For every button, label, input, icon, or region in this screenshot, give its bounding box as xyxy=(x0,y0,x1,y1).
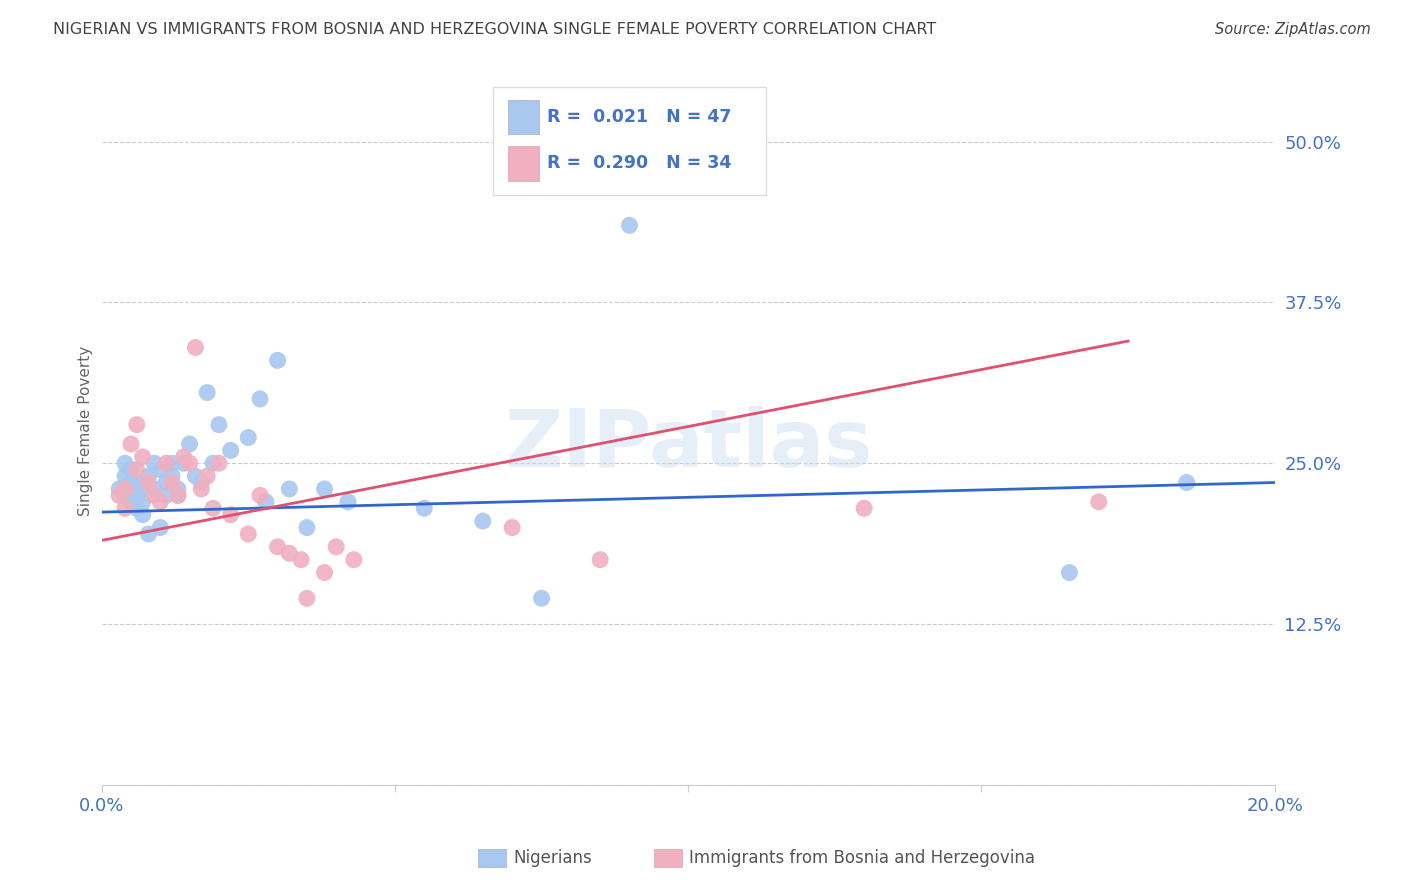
Point xyxy=(131,495,153,509)
Point xyxy=(219,508,242,522)
Point xyxy=(125,417,148,432)
Point xyxy=(619,219,641,233)
Point xyxy=(266,353,288,368)
Point xyxy=(278,482,301,496)
Point xyxy=(1087,495,1109,509)
Point xyxy=(208,417,231,432)
Point xyxy=(295,591,318,606)
Point xyxy=(120,495,142,509)
Point xyxy=(166,488,188,502)
Point xyxy=(149,463,172,477)
Point xyxy=(853,501,876,516)
Point xyxy=(155,475,177,490)
Point xyxy=(238,527,260,541)
Point xyxy=(314,482,336,496)
Point xyxy=(166,488,188,502)
Point xyxy=(143,482,166,496)
Point xyxy=(249,488,271,502)
Point xyxy=(254,495,277,509)
Point xyxy=(125,475,148,490)
Point xyxy=(501,520,523,534)
Point xyxy=(138,469,160,483)
Point xyxy=(290,552,312,566)
Point xyxy=(108,488,131,502)
Point xyxy=(131,450,153,464)
Text: Immigrants from Bosnia and Herzegovina: Immigrants from Bosnia and Herzegovina xyxy=(689,849,1035,867)
Point xyxy=(125,463,148,477)
Point xyxy=(219,443,242,458)
Point xyxy=(143,488,166,502)
Point xyxy=(131,482,153,496)
Point xyxy=(190,482,212,496)
Point xyxy=(120,437,142,451)
Point xyxy=(114,456,136,470)
Point xyxy=(249,392,271,406)
Y-axis label: Single Female Poverty: Single Female Poverty xyxy=(79,346,93,516)
Point xyxy=(190,475,212,490)
Point xyxy=(266,540,288,554)
Point xyxy=(125,488,148,502)
Point xyxy=(149,520,172,534)
Point xyxy=(114,501,136,516)
Point xyxy=(125,501,148,516)
Point xyxy=(336,495,359,509)
Point xyxy=(314,566,336,580)
Point xyxy=(114,469,136,483)
Point xyxy=(202,456,225,470)
Point xyxy=(131,508,153,522)
Point xyxy=(195,385,218,400)
Point xyxy=(160,469,183,483)
Point xyxy=(278,546,301,560)
Point xyxy=(114,482,136,496)
Point xyxy=(179,456,201,470)
Point xyxy=(166,482,188,496)
Point xyxy=(471,514,494,528)
Point xyxy=(160,456,183,470)
Point xyxy=(155,488,177,502)
Point xyxy=(184,341,207,355)
Point xyxy=(138,475,160,490)
Text: Nigerians: Nigerians xyxy=(513,849,592,867)
Point xyxy=(114,488,136,502)
Point xyxy=(138,527,160,541)
Point xyxy=(413,501,436,516)
Point xyxy=(184,469,207,483)
Point xyxy=(173,456,195,470)
Point xyxy=(1059,566,1081,580)
Point xyxy=(173,450,195,464)
Point xyxy=(589,552,612,566)
Point xyxy=(1175,475,1198,490)
Point xyxy=(325,540,347,554)
Point xyxy=(120,463,142,477)
Point xyxy=(202,501,225,516)
Point xyxy=(155,456,177,470)
Point xyxy=(120,475,142,490)
Point xyxy=(295,520,318,534)
Text: R =  0.021   N = 47: R = 0.021 N = 47 xyxy=(547,108,731,126)
Text: NIGERIAN VS IMMIGRANTS FROM BOSNIA AND HERZEGOVINA SINGLE FEMALE POVERTY CORRELA: NIGERIAN VS IMMIGRANTS FROM BOSNIA AND H… xyxy=(53,22,936,37)
Point xyxy=(208,456,231,470)
Point xyxy=(108,482,131,496)
Text: R =  0.290   N = 34: R = 0.290 N = 34 xyxy=(547,154,731,172)
Text: Source: ZipAtlas.com: Source: ZipAtlas.com xyxy=(1215,22,1371,37)
Point xyxy=(238,431,260,445)
Point xyxy=(530,591,553,606)
Text: ZIPatlas: ZIPatlas xyxy=(503,406,872,484)
Point xyxy=(143,456,166,470)
Point xyxy=(343,552,366,566)
Point xyxy=(160,475,183,490)
Point xyxy=(179,437,201,451)
Point xyxy=(149,495,172,509)
Point xyxy=(195,469,218,483)
